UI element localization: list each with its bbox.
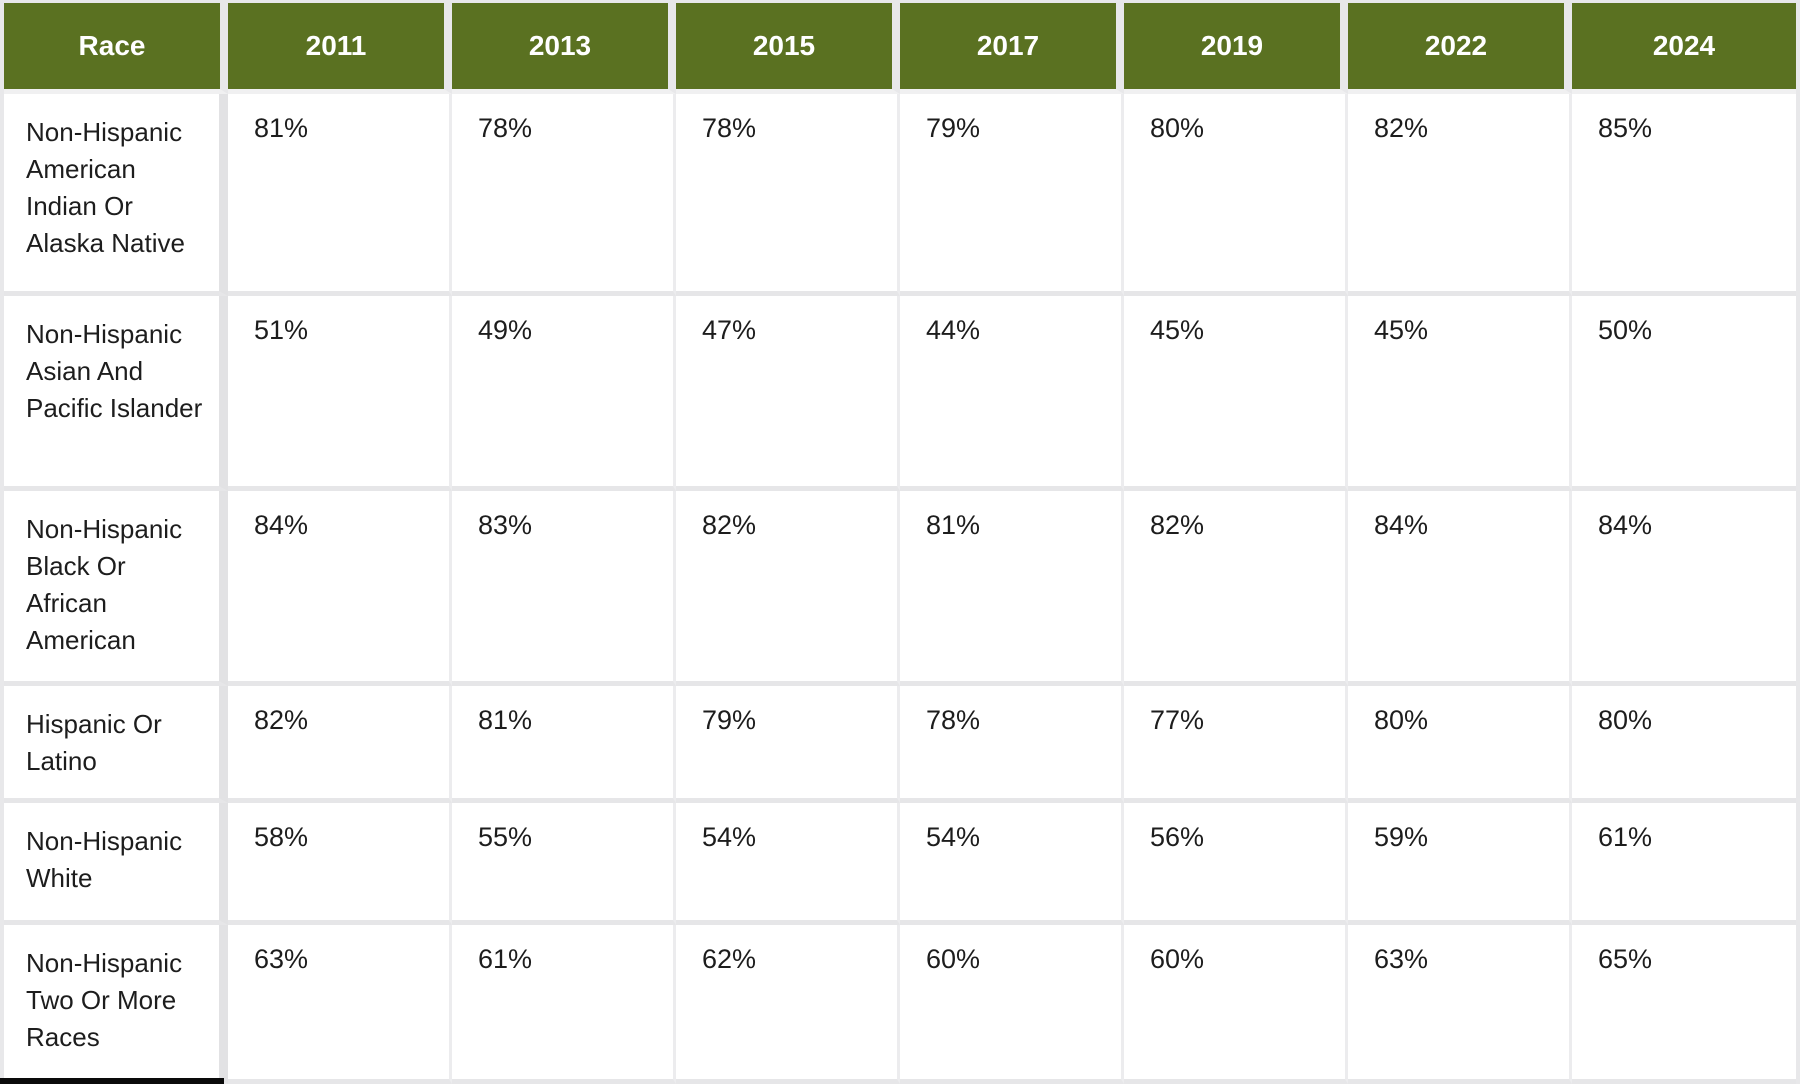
table-row: Non-Hispanic American Indian Or Alaska N… [4, 94, 1796, 296]
column-header-year: 2011 [228, 3, 452, 94]
value-cell: 58% [228, 803, 452, 925]
column-header-year: 2015 [676, 3, 900, 94]
value-cell: 55% [452, 803, 676, 925]
table-row: Non-Hispanic White 58% 55% 54% 54% 56% 59% 61% [4, 803, 1796, 925]
value-cell: 63% [228, 925, 452, 1084]
value-cell: 59% [1348, 803, 1572, 925]
value-cell: 82% [1124, 491, 1348, 686]
race-label-cell: Non-Hispanic Asian And Pacific Islander [4, 296, 228, 491]
value-cell: 60% [1124, 925, 1348, 1084]
header-row: Race 2011 2013 2015 2017 2019 2022 2024 [4, 3, 1796, 94]
race-by-year-table: Race 2011 2013 2015 2017 2019 2022 2024 Non-Hi… [4, 3, 1796, 1084]
value-cell: 61% [452, 925, 676, 1084]
value-cell: 79% [900, 94, 1124, 296]
value-cell: 77% [1124, 686, 1348, 803]
value-cell: 49% [452, 296, 676, 491]
value-cell: 45% [1124, 296, 1348, 491]
value-cell: 80% [1348, 686, 1572, 803]
value-cell: 81% [228, 94, 452, 296]
column-header-year: 2013 [452, 3, 676, 94]
value-cell: 84% [1572, 491, 1796, 686]
value-cell: 63% [1348, 925, 1572, 1084]
value-cell: 56% [1124, 803, 1348, 925]
column-header-year: 2019 [1124, 3, 1348, 94]
race-label-cell: Non-Hispanic White [4, 803, 228, 925]
table-body: Non-Hispanic American Indian Or Alaska N… [4, 94, 1796, 1084]
value-cell: 44% [900, 296, 1124, 491]
value-cell: 65% [1572, 925, 1796, 1084]
value-cell: 79% [676, 686, 900, 803]
value-cell: 82% [1348, 94, 1572, 296]
value-cell: 47% [676, 296, 900, 491]
column-header-year: 2024 [1572, 3, 1796, 94]
value-cell: 50% [1572, 296, 1796, 491]
table-row: Hispanic Or Latino 82% 81% 79% 78% 77% 80% 80% [4, 686, 1796, 803]
race-label-cell: Non-Hispanic Black Or African American [4, 491, 228, 686]
value-cell: 54% [900, 803, 1124, 925]
value-cell: 82% [676, 491, 900, 686]
value-cell: 62% [676, 925, 900, 1084]
table-row: Non-Hispanic Asian And Pacific Islander 5… [4, 296, 1796, 491]
value-cell: 54% [676, 803, 900, 925]
race-label-cell: Non-Hispanic Two Or More Races [4, 925, 228, 1084]
bottom-left-black-bar [0, 1078, 224, 1084]
value-cell: 81% [452, 686, 676, 803]
value-cell: 85% [1572, 94, 1796, 296]
value-cell: 82% [228, 686, 452, 803]
value-cell: 45% [1348, 296, 1572, 491]
value-cell: 81% [900, 491, 1124, 686]
value-cell: 80% [1572, 686, 1796, 803]
table-row: Non-Hispanic Black Or African American 84… [4, 491, 1796, 686]
column-header-year: 2022 [1348, 3, 1572, 94]
value-cell: 78% [452, 94, 676, 296]
value-cell: 80% [1124, 94, 1348, 296]
value-cell: 84% [228, 491, 452, 686]
value-cell: 83% [452, 491, 676, 686]
value-cell: 61% [1572, 803, 1796, 925]
race-label-cell: Hispanic Or Latino [4, 686, 228, 803]
value-cell: 60% [900, 925, 1124, 1084]
value-cell: 84% [1348, 491, 1572, 686]
column-header-year: 2017 [900, 3, 1124, 94]
table-row: Non-Hispanic Two Or More Races 63% 61% 62% 6… [4, 925, 1796, 1084]
value-cell: 51% [228, 296, 452, 491]
value-cell: 78% [676, 94, 900, 296]
race-label-cell: Non-Hispanic American Indian Or Alaska N… [4, 94, 228, 296]
value-cell: 78% [900, 686, 1124, 803]
column-header-race: Race [4, 3, 228, 94]
